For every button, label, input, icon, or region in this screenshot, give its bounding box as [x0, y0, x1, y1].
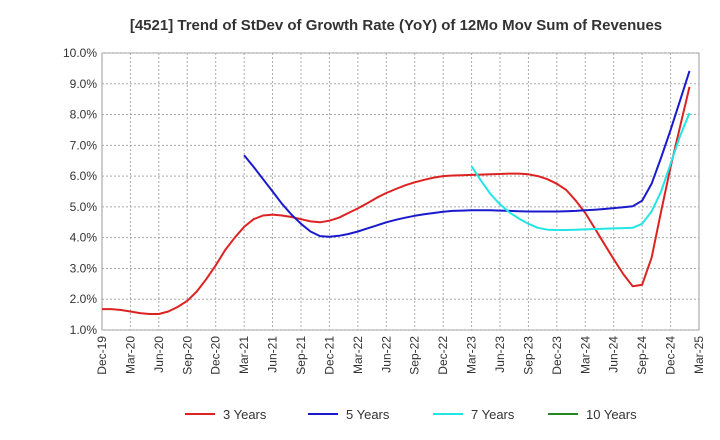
y-tick-label: 4.0%: [70, 231, 98, 245]
y-tick-label: 9.0%: [70, 77, 98, 91]
x-tick-label: Mar-22: [351, 336, 365, 374]
x-tick-label: Dec-22: [436, 336, 450, 375]
series-line-5-years: [243, 70, 691, 238]
x-axis: Dec-19 Mar-20 Jun-20 Sep-20 Dec-20 Mar-21 Jun-…: [95, 336, 706, 375]
chart-title: [4521] Trend of StDev of Growth Rate (Yo…: [130, 17, 662, 34]
y-tick-label: 8.0%: [70, 108, 98, 122]
x-tick-label: Mar-24: [578, 336, 592, 374]
y-axis: 1.0% 2.0% 3.0% 4.0% 5.0% 6.0% 7.0% 8.0% 9.0% 10.0…: [63, 46, 97, 337]
x-tick-label: Jun-20: [152, 336, 166, 373]
plot-area: [101, 52, 700, 331]
y-tick-label: 2.0%: [70, 292, 98, 306]
x-tick-label: Sep-23: [521, 336, 535, 375]
x-tick-label: Dec-23: [550, 336, 564, 375]
legend-label: 7 Years: [471, 407, 515, 422]
x-tick-label: Mar-21: [237, 336, 251, 374]
x-tick-label: Sep-24: [635, 336, 649, 375]
y-tick-label: 5.0%: [70, 200, 98, 214]
legend-label: 5 Years: [346, 407, 390, 422]
series-layer: [102, 70, 691, 315]
y-tick-label: 1.0%: [70, 323, 98, 337]
series-line-7-years: [470, 112, 691, 231]
x-tick-label: Jun-24: [607, 336, 621, 373]
x-tick-label: Jun-22: [379, 336, 393, 373]
x-tick-label: Jun-23: [493, 336, 507, 373]
x-tick-label: Mar-23: [465, 336, 479, 374]
x-tick-label: Mar-25: [692, 336, 706, 374]
x-tick-label: Dec-24: [664, 336, 678, 375]
x-tick-label: Dec-21: [322, 336, 336, 375]
legend-label: 3 Years: [223, 407, 267, 422]
y-tick-label: 10.0%: [63, 46, 97, 60]
x-tick-label: Dec-19: [95, 336, 109, 375]
x-tick-label: Jun-21: [266, 336, 280, 373]
y-tick-label: 6.0%: [70, 169, 98, 183]
x-tick-label: Dec-20: [209, 336, 223, 375]
legend: 3 Years 5 Years 7 Years 10 Years: [185, 407, 637, 422]
x-tick-label: Sep-21: [294, 336, 308, 375]
x-tick-label: Sep-22: [408, 336, 422, 375]
legend-label: 10 Years: [586, 407, 637, 422]
x-tick-label: Sep-20: [180, 336, 194, 375]
series-line-3-years: [102, 86, 691, 315]
y-tick-label: 7.0%: [70, 138, 98, 152]
x-tick-label: Mar-20: [123, 336, 137, 374]
y-tick-label: 3.0%: [70, 261, 98, 275]
